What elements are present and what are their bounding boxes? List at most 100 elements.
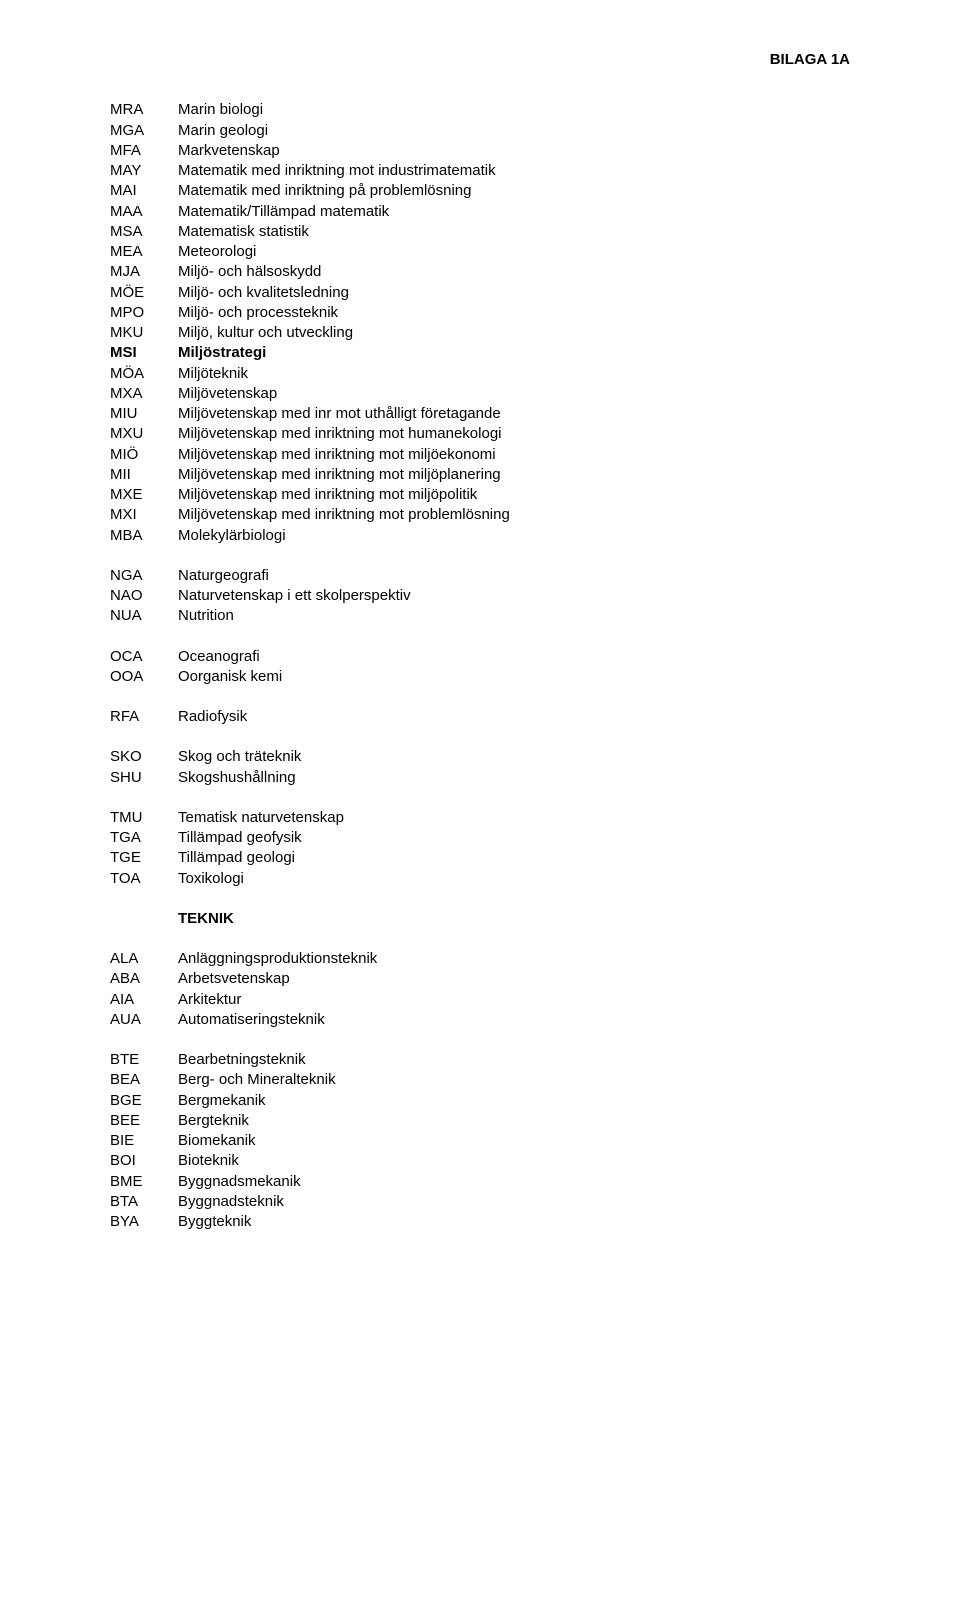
item-code: BIE (110, 1131, 178, 1151)
list-item: MXEMiljövetenskap med inriktning mot mil… (110, 485, 850, 505)
list-item: BMEByggnadsmekanik (110, 1172, 850, 1192)
list-item: MKUMiljö, kultur och utveckling (110, 323, 850, 343)
item-code: TGE (110, 848, 178, 868)
list-item: OCAOceanografi (110, 647, 850, 667)
item-code: TGA (110, 828, 178, 848)
item-code: BME (110, 1172, 178, 1192)
item-desc: Miljö- och hälsoskydd (178, 262, 850, 282)
item-desc: Anläggningsproduktionsteknik (178, 949, 850, 969)
item-code: NGA (110, 566, 178, 586)
item-desc: Bioteknik (178, 1151, 850, 1171)
content-list: MRAMarin biologiMGAMarin geologiMFAMarkv… (110, 100, 850, 1232)
item-code: BEA (110, 1070, 178, 1090)
item-code: BTA (110, 1192, 178, 1212)
item-code: MJA (110, 262, 178, 282)
item-code: MIÖ (110, 445, 178, 465)
item-code: OCA (110, 647, 178, 667)
list-item: MAYMatematik med inriktning mot industri… (110, 161, 850, 181)
list-item: TGATillämpad geofysik (110, 828, 850, 848)
item-desc: Skogshushållning (178, 768, 850, 788)
item-code: MPO (110, 303, 178, 323)
item-desc: Bearbetningsteknik (178, 1050, 850, 1070)
item-desc: Miljö- och kvalitetsledning (178, 283, 850, 303)
list-item: BGEBergmekanik (110, 1091, 850, 1111)
item-desc: Miljövetenskap (178, 384, 850, 404)
item-code: OOA (110, 667, 178, 687)
item-code: MAA (110, 202, 178, 222)
list-item: MXAMiljövetenskap (110, 384, 850, 404)
item-code: MEA (110, 242, 178, 262)
list-item: RFARadiofysik (110, 707, 850, 727)
list-item: MIIMiljövetenskap med inriktning mot mil… (110, 465, 850, 485)
list-item: MAIMatematik med inriktning på problemlö… (110, 181, 850, 201)
list-item: MIÖMiljövetenskap med inriktning mot mil… (110, 445, 850, 465)
item-code: NAO (110, 586, 178, 606)
list-item: BTAByggnadsteknik (110, 1192, 850, 1212)
item-code: MIU (110, 404, 178, 424)
list-item: TOAToxikologi (110, 869, 850, 889)
list-item: MSIMiljöstrategi (110, 343, 850, 363)
item-desc: Arkitektur (178, 990, 850, 1010)
item-code: MÖA (110, 364, 178, 384)
page-header-label: BILAGA 1A (110, 50, 850, 70)
list-item: AIAArkitektur (110, 990, 850, 1010)
list-item: BEABerg- och Mineralteknik (110, 1070, 850, 1090)
list-item: MFAMarkvetenskap (110, 141, 850, 161)
item-desc: Miljövetenskap med inriktning mot humane… (178, 424, 850, 444)
list-item: SHUSkogshushållning (110, 768, 850, 788)
item-desc: Berg- och Mineralteknik (178, 1070, 850, 1090)
item-code: MAY (110, 161, 178, 181)
item-desc: Byggteknik (178, 1212, 850, 1232)
item-code: MSA (110, 222, 178, 242)
item-desc: Matematik med inriktning på problemlösni… (178, 181, 850, 201)
item-desc: Skog och träteknik (178, 747, 850, 767)
item-desc: Meteorologi (178, 242, 850, 262)
item-code: MII (110, 465, 178, 485)
item-code: MXA (110, 384, 178, 404)
item-desc: Miljövetenskap med inriktning mot miljöe… (178, 445, 850, 465)
item-code: AUA (110, 1010, 178, 1030)
item-code: SHU (110, 768, 178, 788)
item-desc: Miljövetenskap med inr mot uthålligt för… (178, 404, 850, 424)
item-desc: Miljöteknik (178, 364, 850, 384)
list-item: BIEBiomekanik (110, 1131, 850, 1151)
item-desc: Biomekanik (178, 1131, 850, 1151)
list-item: MAAMatematik/Tillämpad matematik (110, 202, 850, 222)
item-code: TOA (110, 869, 178, 889)
item-desc: Marin geologi (178, 121, 850, 141)
item-code: MGA (110, 121, 178, 141)
list-item: BOIBioteknik (110, 1151, 850, 1171)
list-item: TGETillämpad geologi (110, 848, 850, 868)
item-code: MBA (110, 526, 178, 546)
item-desc: Miljöstrategi (178, 343, 850, 363)
item-desc: Miljövetenskap med inriktning mot miljöp… (178, 465, 850, 485)
item-desc: Oorganisk kemi (178, 667, 850, 687)
item-code: MÖE (110, 283, 178, 303)
item-desc: Miljö, kultur och utveckling (178, 323, 850, 343)
list-item: MPOMiljö- och processteknik (110, 303, 850, 323)
list-item: ALAAnläggningsproduktionsteknik (110, 949, 850, 969)
item-desc: Toxikologi (178, 869, 850, 889)
list-item: MRAMarin biologi (110, 100, 850, 120)
item-desc: Radiofysik (178, 707, 850, 727)
item-code: BYA (110, 1212, 178, 1232)
item-desc: Bergmekanik (178, 1091, 850, 1111)
item-code: MXU (110, 424, 178, 444)
list-item: MÖAMiljöteknik (110, 364, 850, 384)
list-item: TMUTematisk naturvetenskap (110, 808, 850, 828)
item-desc: Byggnadsmekanik (178, 1172, 850, 1192)
item-desc: Matematik/Tillämpad matematik (178, 202, 850, 222)
item-desc: Miljövetenskap med inriktning mot proble… (178, 505, 850, 525)
list-item: MXIMiljövetenskap med inriktning mot pro… (110, 505, 850, 525)
item-code: MXI (110, 505, 178, 525)
item-desc: Arbetsvetenskap (178, 969, 850, 989)
section-heading: TEKNIK (178, 909, 850, 929)
item-code: MAI (110, 181, 178, 201)
list-item: MGAMarin geologi (110, 121, 850, 141)
list-item: BTEBearbetningsteknik (110, 1050, 850, 1070)
item-desc: Nutrition (178, 606, 850, 626)
item-code: BOI (110, 1151, 178, 1171)
list-item: MSAMatematisk statistik (110, 222, 850, 242)
list-item: MÖEMiljö- och kvalitetsledning (110, 283, 850, 303)
item-code: AIA (110, 990, 178, 1010)
